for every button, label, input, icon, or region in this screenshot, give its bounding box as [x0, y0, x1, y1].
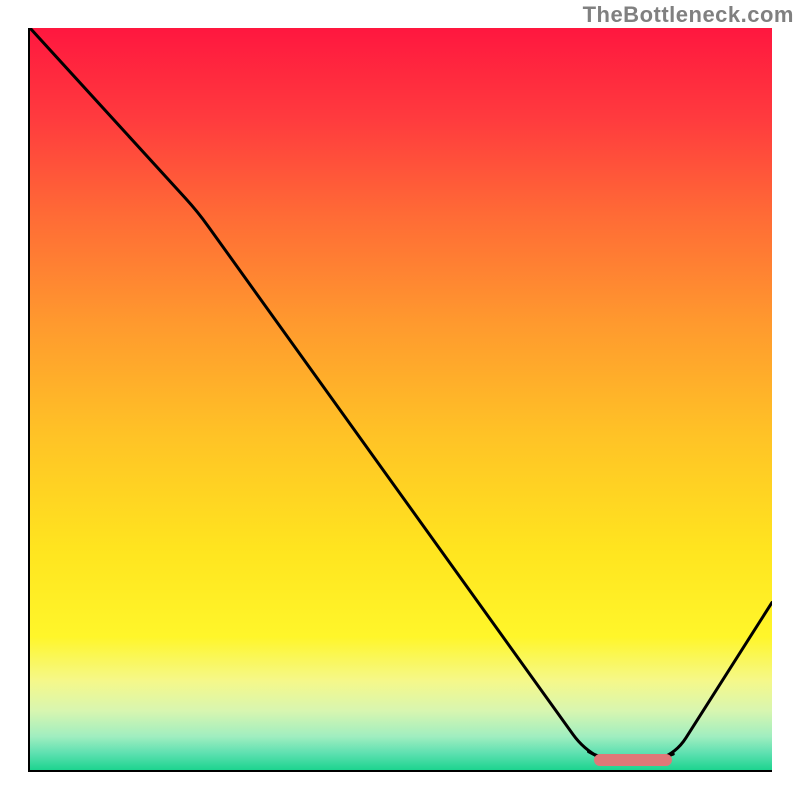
optimal-range-marker	[594, 754, 672, 766]
curve-layer	[30, 28, 772, 770]
plot-area	[28, 28, 772, 772]
bottleneck-curve	[30, 28, 772, 760]
chart-container: TheBottleneck.com	[0, 0, 800, 800]
watermark-text: TheBottleneck.com	[583, 2, 794, 28]
